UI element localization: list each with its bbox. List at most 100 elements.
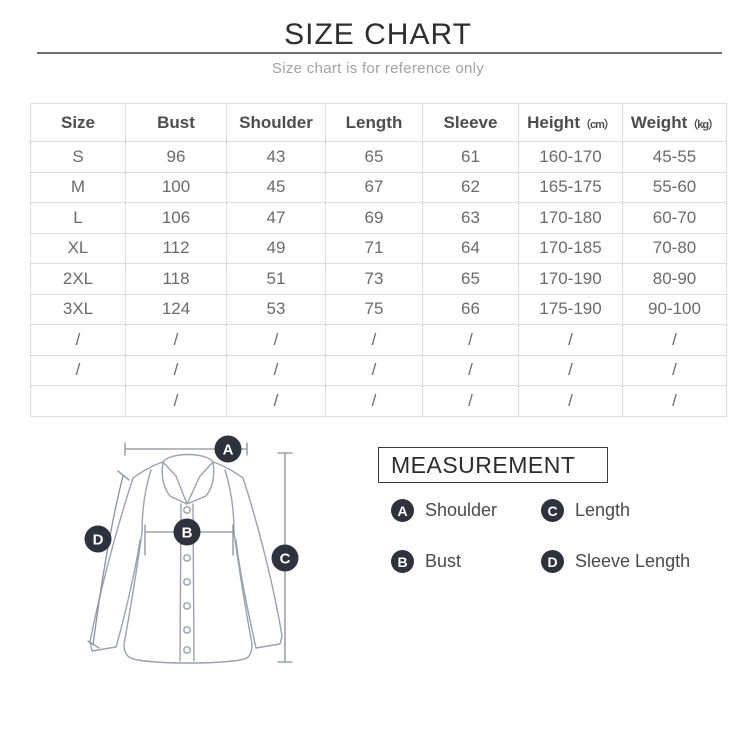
legend-item-length: C Length <box>541 499 721 522</box>
table-cell: 47 <box>226 202 326 234</box>
table-cell: / <box>622 324 727 356</box>
marker-badge: D <box>541 550 564 573</box>
table-cell: 66 <box>422 293 519 325</box>
table-cell: 170-180 <box>518 202 623 234</box>
table-cell: 45-55 <box>622 141 727 173</box>
column-header: Bust <box>125 103 227 142</box>
table-cell: 70-80 <box>622 232 727 264</box>
table-row: S 96 43 65 61 160-170 45-55 <box>30 141 727 173</box>
marker-badge-a: A <box>214 435 242 463</box>
table-row: XL 112 49 71 64 170-185 70-80 <box>30 232 727 264</box>
marker-badge-b: B <box>173 518 201 546</box>
size-table: Size Bust Shoulder Length Sleeve Height（cm） We… <box>30 103 727 417</box>
table-row: / / / / / / <box>30 385 727 417</box>
table-row: 2XL 118 51 73 65 170-190 80-90 <box>30 263 727 295</box>
table-cell: 45 <box>226 171 326 203</box>
table-cell: 112 <box>125 232 227 264</box>
table-row: 3XL 124 53 75 66 175-190 90-100 <box>30 293 727 325</box>
table-cell: M <box>30 171 126 203</box>
table-cell: 65 <box>325 141 423 173</box>
table-cell: / <box>125 354 227 386</box>
table-cell: 67 <box>325 171 423 203</box>
legend-label: Sleeve Length <box>575 551 691 571</box>
marker-badge: B <box>391 550 414 573</box>
legend-label: Bust <box>425 551 462 571</box>
table-cell: XL <box>30 232 126 264</box>
table-cell: 90-100 <box>622 293 727 325</box>
page-subtitle: Size chart is for reference only <box>271 60 485 77</box>
table-cell: L <box>30 202 126 234</box>
table-cell <box>30 385 126 417</box>
table-cell: / <box>325 385 423 417</box>
column-header: Length <box>325 103 423 142</box>
shirt-outline-icon <box>89 453 283 664</box>
column-header: Weight（kg） <box>622 103 727 142</box>
table-cell: 51 <box>226 263 326 295</box>
table-row: / / / / / / / <box>30 324 727 356</box>
table-cell: / <box>422 385 519 417</box>
table-cell: 71 <box>325 232 423 264</box>
table-cell: / <box>518 324 623 356</box>
legend-label: Shoulder <box>425 500 498 520</box>
legend-item-sleeve-length: D Sleeve Length <box>541 550 721 573</box>
svg-text:A: A <box>223 442 234 459</box>
table-cell: / <box>30 354 126 386</box>
table-cell: / <box>422 324 519 356</box>
table-cell: 53 <box>226 293 326 325</box>
table-cell: 175-190 <box>518 293 623 325</box>
column-header: Shoulder <box>226 103 326 142</box>
table-cell: / <box>325 324 423 356</box>
column-header: Size <box>30 103 126 142</box>
table-cell: 49 <box>226 232 326 264</box>
table-cell: / <box>622 385 727 417</box>
legend-item-shoulder: A Shoulder <box>391 499 541 522</box>
table-cell: / <box>325 354 423 386</box>
table-cell: 118 <box>125 263 227 295</box>
table-cell: 73 <box>325 263 423 295</box>
measurement-box-title: MEASUREMENT <box>378 447 608 483</box>
page-title: SIZE CHART <box>284 18 472 51</box>
table-cell: 124 <box>125 293 227 325</box>
table-row: M 100 45 67 62 165-175 55-60 <box>30 171 727 203</box>
svg-text:D: D <box>93 532 104 549</box>
table-cell: / <box>30 324 126 356</box>
legend-item-bust: B Bust <box>391 550 541 573</box>
marker-badge-c: C <box>271 544 299 572</box>
table-cell: / <box>622 354 727 386</box>
table-cell: 160-170 <box>518 141 623 173</box>
column-header: Height（cm） <box>518 103 623 142</box>
table-cell: 65 <box>422 263 519 295</box>
marker-badge: C <box>541 499 564 522</box>
table-cell: / <box>125 324 227 356</box>
table-cell: 55-60 <box>622 171 727 203</box>
sleeve-measure-line <box>87 470 130 649</box>
legend-label: Length <box>575 500 631 520</box>
table-cell: 62 <box>422 171 519 203</box>
table-cell: / <box>125 385 227 417</box>
table-cell: 100 <box>125 171 227 203</box>
table-cell: 63 <box>422 202 519 234</box>
table-cell: / <box>518 354 623 386</box>
table-cell: 106 <box>125 202 227 234</box>
table-cell: / <box>518 385 623 417</box>
table-cell: 96 <box>125 141 227 173</box>
table-cell: / <box>226 354 326 386</box>
table-row: L 106 47 69 63 170-180 60-70 <box>30 202 727 234</box>
table-row: / / / / / / / <box>30 354 727 386</box>
table-cell: 43 <box>226 141 326 173</box>
table-cell: / <box>226 324 326 356</box>
measurement-legend: A Shoulder C Length B Bust D Sleeve Length <box>391 499 721 573</box>
marker-badge: A <box>391 499 414 522</box>
table-cell: 3XL <box>30 293 126 325</box>
table-cell: 60-70 <box>622 202 727 234</box>
table-cell: / <box>422 354 519 386</box>
svg-text:C: C <box>280 551 291 568</box>
table-cell: 75 <box>325 293 423 325</box>
table-cell: / <box>226 385 326 417</box>
table-cell: 69 <box>325 202 423 234</box>
table-header-row: Size Bust Shoulder Length Sleeve Height（cm） We… <box>30 103 727 142</box>
table-cell: 165-175 <box>518 171 623 203</box>
marker-badge-d: D <box>84 525 112 553</box>
table-cell: 2XL <box>30 263 126 295</box>
